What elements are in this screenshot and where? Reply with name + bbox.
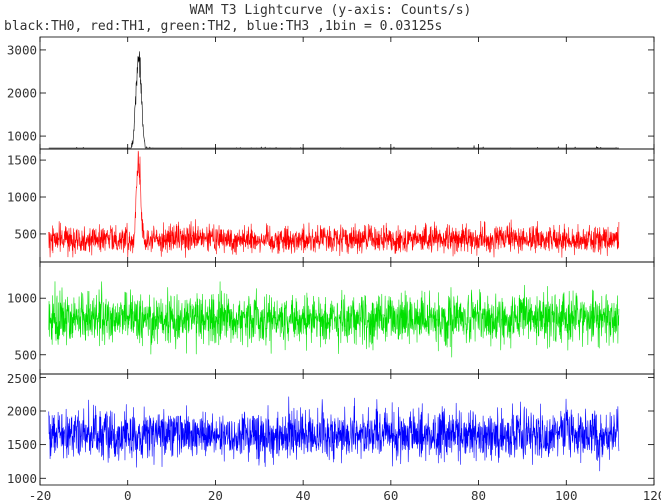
- x-tick-label: 80: [471, 488, 486, 503]
- x-tick-label: 0: [124, 488, 132, 503]
- y-tick-label: 3000: [7, 42, 37, 57]
- y-tick-label: 1000: [7, 190, 37, 205]
- x-tick-label: 120: [643, 488, 661, 503]
- x-tick-label: -20: [29, 488, 52, 503]
- y-tick-label: 1500: [7, 153, 37, 168]
- y-tick-label: 500: [14, 347, 37, 362]
- y-tick-label: 500: [14, 226, 37, 241]
- series-th3: [48, 396, 620, 472]
- y-tick-label: 1000: [7, 129, 37, 144]
- panel-frame-th3: [39, 373, 655, 486]
- y-tick-label: 2500: [7, 371, 37, 386]
- series-th2: [48, 281, 620, 358]
- panel-frame-th0: [39, 36, 655, 150]
- y-tick-label: 2000: [7, 404, 37, 419]
- x-tick-label: 100: [555, 488, 578, 503]
- chart-subtitle: black:TH0, red:TH1, green:TH2, blue:TH3 …: [4, 19, 443, 34]
- y-tick-label: 2000: [7, 86, 37, 101]
- y-tick-label: 1000: [7, 471, 37, 486]
- series-th1: [48, 150, 620, 258]
- series-th0: [48, 51, 619, 149]
- y-tick-label: 1500: [7, 437, 37, 452]
- chart-title: WAM T3 Lightcurve (y-axis: Counts/s): [189, 3, 472, 18]
- y-tick-label: 1000: [7, 291, 37, 306]
- x-tick-label: 20: [208, 488, 223, 503]
- x-tick-label: 60: [383, 488, 398, 503]
- x-tick-label: 40: [296, 488, 311, 503]
